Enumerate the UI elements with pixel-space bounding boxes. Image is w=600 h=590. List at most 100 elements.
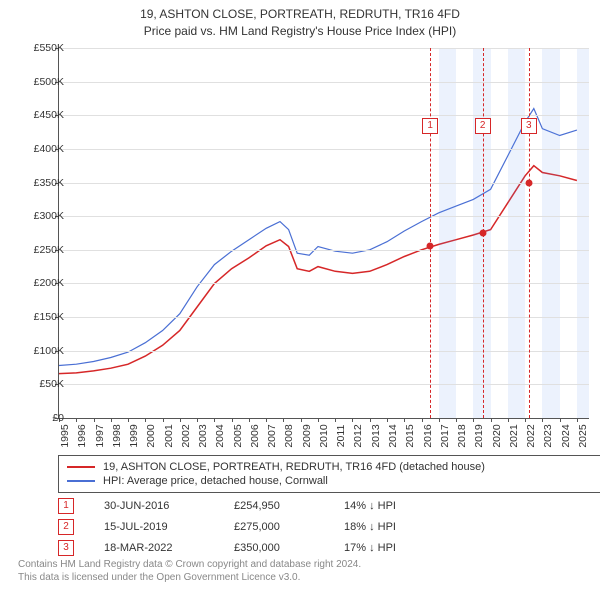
- row-date: 18-MAR-2022: [104, 542, 234, 554]
- x-tick: [456, 418, 457, 422]
- grid-line: [59, 48, 589, 49]
- row-pct: 14% ↓ HPI: [344, 500, 464, 512]
- x-tick: [283, 418, 284, 422]
- y-tick-label: £150K: [34, 311, 64, 323]
- legend-row-hpi: HPI: Average price, detached house, Corn…: [67, 474, 593, 488]
- x-tick-label: 2005: [232, 424, 244, 447]
- x-tick: [525, 418, 526, 422]
- legend-row-property: 19, ASHTON CLOSE, PORTREATH, REDRUTH, TR…: [67, 460, 593, 474]
- grid-line: [59, 115, 589, 116]
- legend-label-hpi: HPI: Average price, detached house, Corn…: [103, 475, 328, 487]
- x-tick-label: 1997: [94, 424, 106, 447]
- x-tick-label: 2024: [560, 424, 572, 447]
- x-tick: [214, 418, 215, 422]
- row-date: 15-JUL-2019: [104, 521, 234, 533]
- row-marker-tag: 2: [58, 519, 74, 535]
- y-tick-label: £0: [52, 412, 64, 424]
- x-tick-label: 2021: [508, 424, 520, 447]
- x-tick: [370, 418, 371, 422]
- y-tick-label: £200K: [34, 277, 64, 289]
- x-tick-label: 1998: [111, 424, 123, 447]
- x-tick-label: 2011: [335, 425, 347, 448]
- row-price: £350,000: [234, 542, 344, 554]
- x-tick-label: 2001: [163, 424, 175, 447]
- footer-line-2: This data is licensed under the Open Gov…: [18, 571, 361, 584]
- grid-line: [59, 82, 589, 83]
- row-date: 30-JUN-2016: [104, 500, 234, 512]
- marker-tag: 3: [521, 118, 537, 134]
- x-tick-label: 2014: [387, 424, 399, 447]
- x-tick: [439, 418, 440, 422]
- transaction-point: [427, 243, 434, 250]
- x-tick-label: 1995: [59, 424, 71, 447]
- x-tick: [76, 418, 77, 422]
- x-tick: [542, 418, 543, 422]
- x-tick-label: 2025: [577, 424, 589, 447]
- x-tick: [163, 418, 164, 422]
- grid-line: [59, 250, 589, 251]
- table-row: 318-MAR-2022£350,00017% ↓ HPI: [58, 540, 464, 556]
- x-tick-label: 2009: [301, 424, 313, 447]
- grid-line: [59, 317, 589, 318]
- series-line-hpi: [59, 109, 577, 366]
- grid-line: [59, 351, 589, 352]
- y-tick-label: £550K: [34, 42, 64, 54]
- y-tick-label: £350K: [34, 177, 64, 189]
- x-tick-label: 2017: [439, 424, 451, 447]
- y-tick-label: £450K: [34, 109, 64, 121]
- x-tick: [111, 418, 112, 422]
- series-line-property: [59, 166, 577, 374]
- x-tick: [197, 418, 198, 422]
- x-tick: [508, 418, 509, 422]
- y-tick-label: £500K: [34, 76, 64, 88]
- legend: 19, ASHTON CLOSE, PORTREATH, REDRUTH, TR…: [58, 455, 600, 493]
- y-tick-label: £50K: [39, 378, 64, 390]
- table-row: 2 15-JUL-2019£275,00018% ↓ HPI: [58, 519, 464, 535]
- x-tick-label: 2006: [249, 424, 261, 447]
- row-pct: 18% ↓ HPI: [344, 521, 464, 533]
- title-line-1: 19, ASHTON CLOSE, PORTREATH, REDRUTH, TR…: [0, 6, 600, 23]
- marker-tag: 1: [422, 118, 438, 134]
- x-tick: [94, 418, 95, 422]
- x-tick-label: 2007: [266, 424, 278, 447]
- table-row: 130-JUN-2016£254,95014% ↓ HPI: [58, 498, 464, 514]
- x-tick: [145, 418, 146, 422]
- grid-line: [59, 384, 589, 385]
- x-tick-label: 2013: [370, 424, 382, 447]
- footer-line-1: Contains HM Land Registry data © Crown c…: [18, 558, 361, 571]
- grid-line: [59, 283, 589, 284]
- year-shade-band: [542, 48, 559, 418]
- x-tick-label: 2015: [404, 424, 416, 447]
- x-tick: [180, 418, 181, 422]
- x-tick: [577, 418, 578, 422]
- x-tick: [249, 418, 250, 422]
- transaction-table: 130-JUN-2016£254,95014% ↓ HPI 2 15-JUL-201…: [58, 498, 464, 561]
- x-tick-label: 2004: [214, 424, 226, 447]
- year-shade-band: [577, 48, 589, 418]
- grid-line: [59, 216, 589, 217]
- x-tick-label: 2008: [283, 424, 295, 447]
- x-tick-label: 2020: [491, 424, 503, 447]
- x-tick: [266, 418, 267, 422]
- x-tick-label: 2016: [422, 424, 434, 447]
- x-tick-label: 2022: [525, 424, 537, 447]
- x-tick-label: 2019: [473, 424, 485, 447]
- chart-plot-area: 1995199619971998199920002001200220032004…: [58, 48, 589, 419]
- footer: Contains HM Land Registry data © Crown c…: [18, 558, 361, 584]
- legend-label-property: 19, ASHTON CLOSE, PORTREATH, REDRUTH, TR…: [103, 461, 485, 473]
- row-price: £275,000: [234, 521, 344, 533]
- x-tick-label: 1999: [128, 424, 140, 447]
- marker-line: [529, 48, 530, 418]
- marker-tag: 2: [475, 118, 491, 134]
- y-tick-label: £100K: [34, 345, 64, 357]
- x-tick: [352, 418, 353, 422]
- grid-line: [59, 149, 589, 150]
- x-tick: [387, 418, 388, 422]
- x-tick: [422, 418, 423, 422]
- x-tick: [335, 418, 336, 422]
- legend-swatch-property: [67, 466, 95, 468]
- legend-swatch-hpi: [67, 480, 95, 482]
- row-marker-tag: 3: [58, 540, 74, 556]
- x-tick-label: 2002: [180, 424, 192, 447]
- marker-line: [430, 48, 431, 418]
